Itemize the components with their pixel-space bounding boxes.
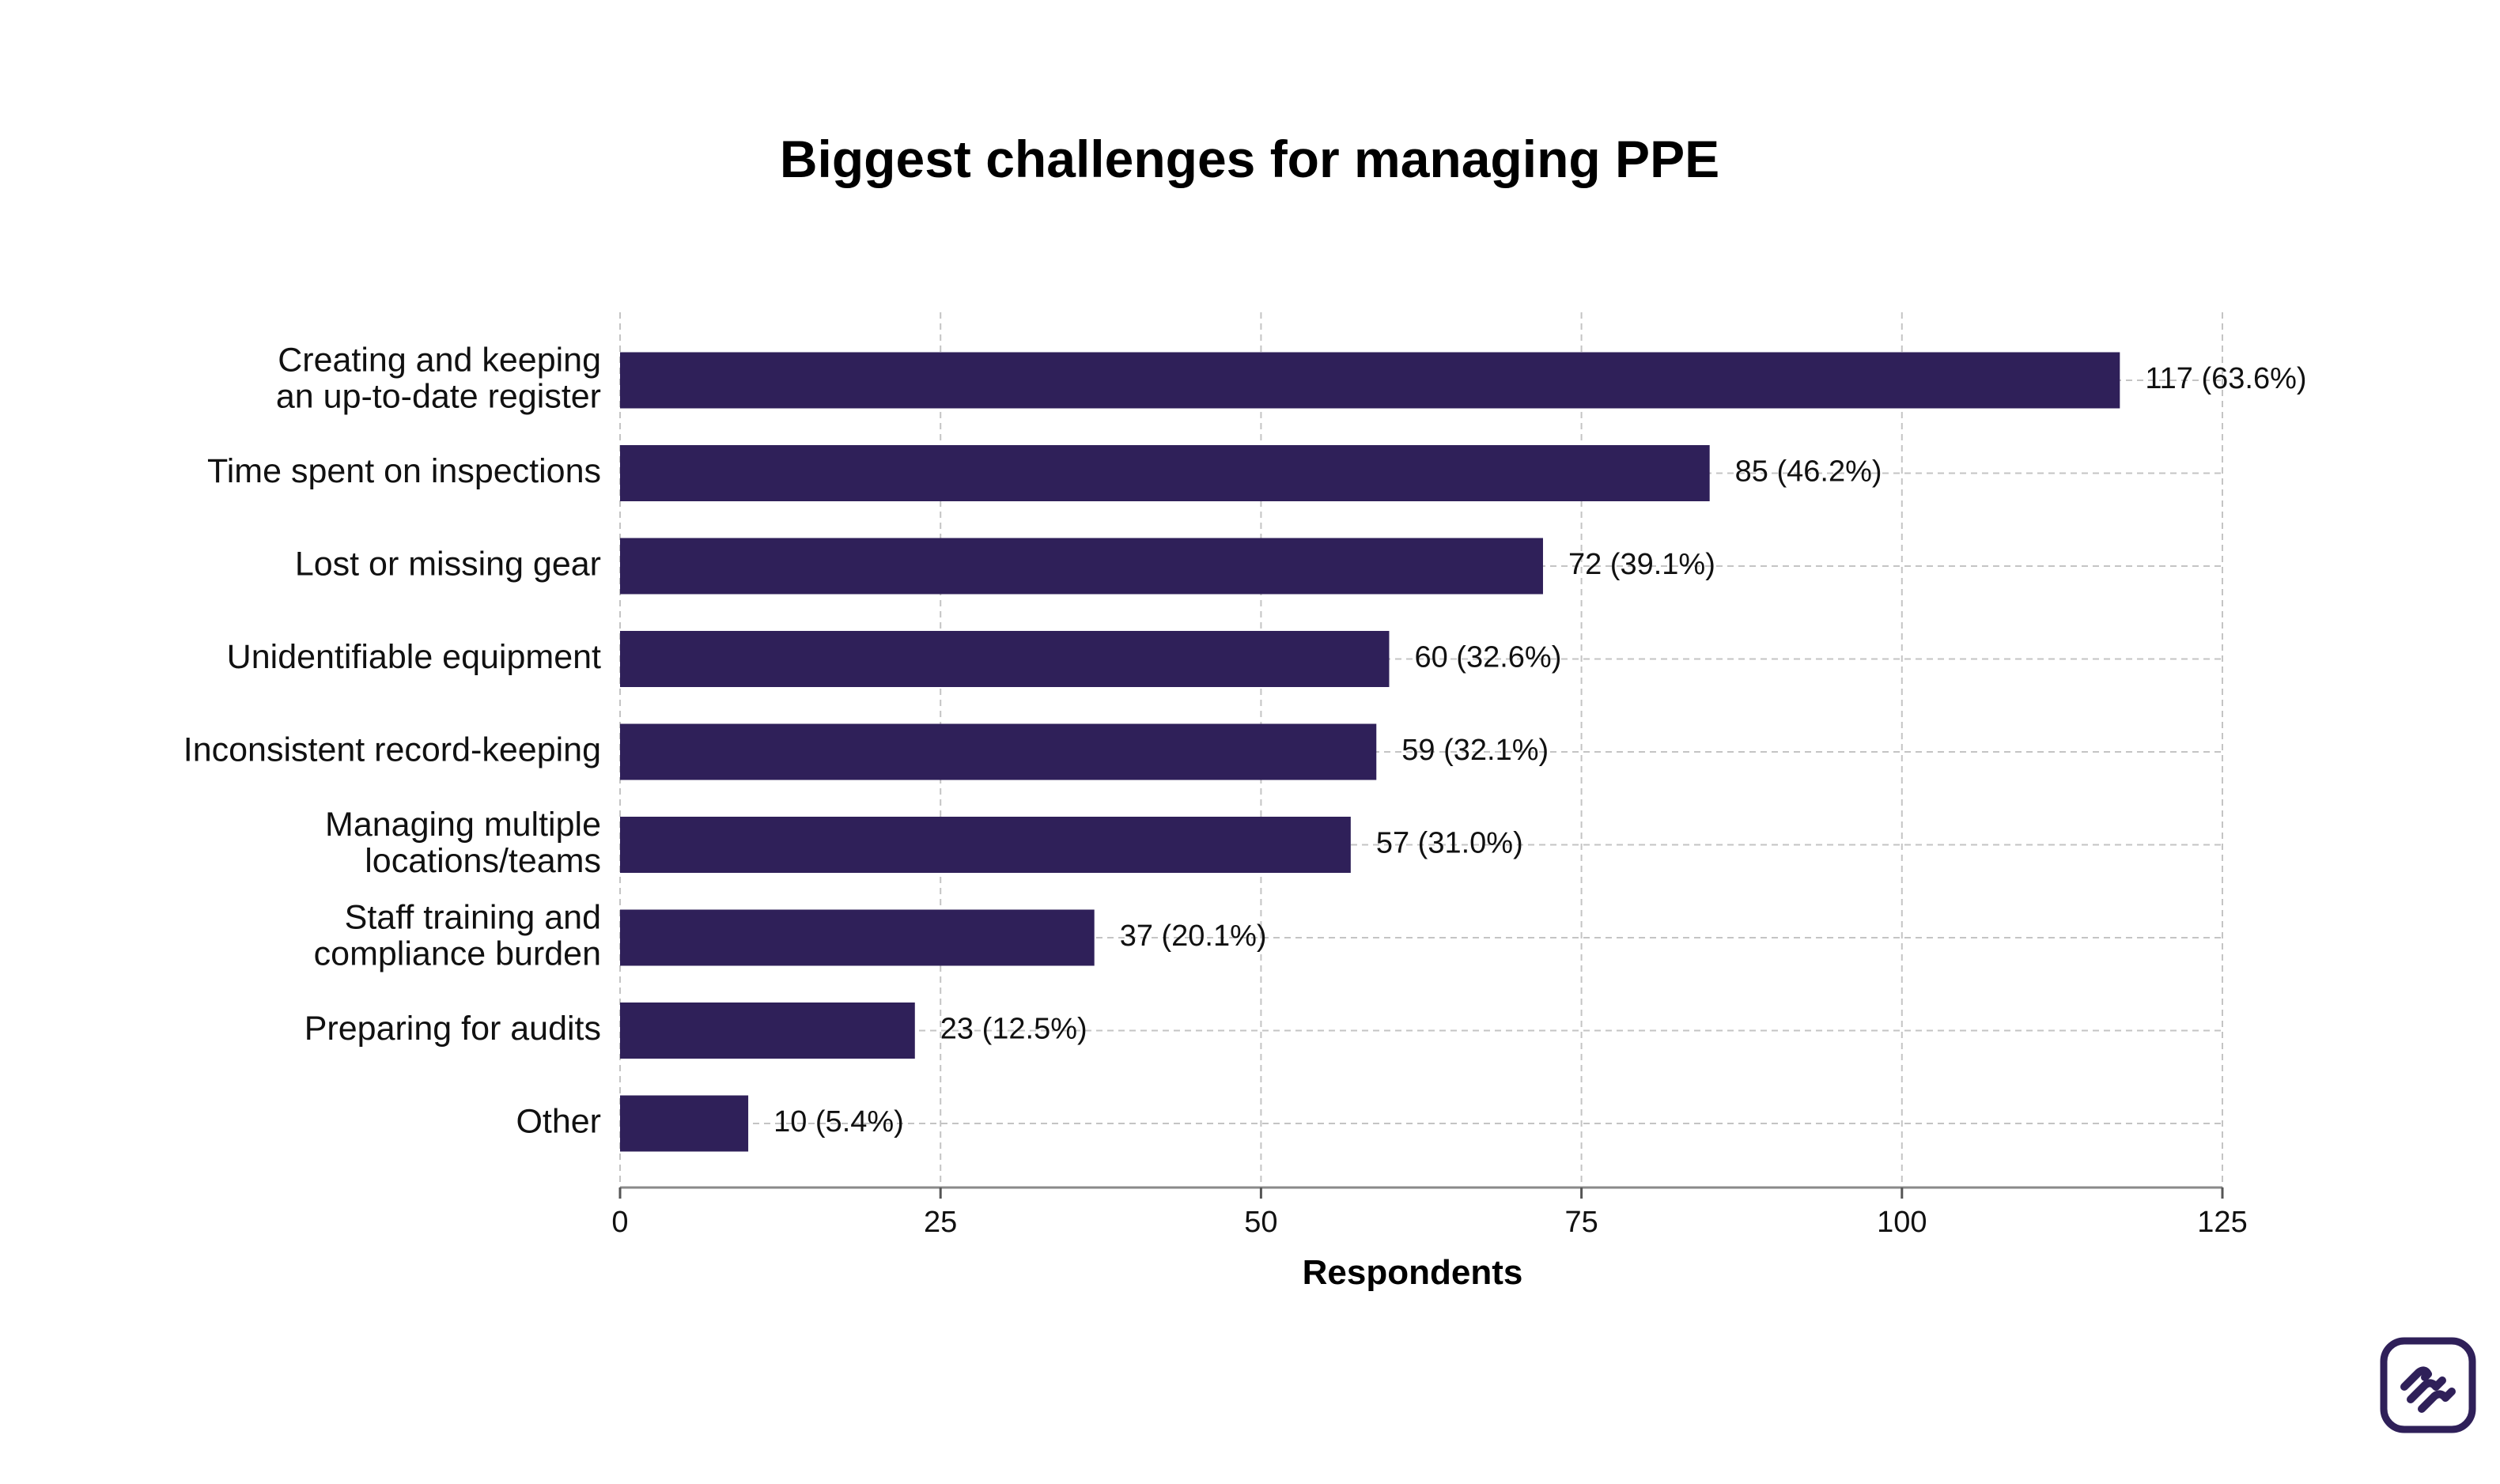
category-label: Unidentifiable equipment: [227, 638, 601, 676]
data-labels: 117 (63.6%) 85 (46.2%) 72 (39.1%) 60 (32.6%…: [773, 362, 2306, 1138]
data-label: 72 (39.1%): [1568, 548, 1715, 581]
x-tick-label: 75: [1564, 1206, 1598, 1239]
bars: [620, 352, 2120, 1152]
category-label: Time spent on inspections: [207, 452, 601, 490]
category-label-line: Time spent on inspections: [207, 452, 601, 490]
bar: [620, 909, 1095, 966]
brand-waves-logo-icon: [2380, 1337, 2476, 1433]
bar: [620, 1095, 749, 1152]
category-label-line: compliance burden: [314, 935, 601, 972]
data-label: 23 (12.5%): [940, 1013, 1087, 1046]
bar: [620, 538, 1543, 595]
x-axis: 0 25 50 75 100 125: [611, 1186, 2248, 1239]
data-label: 60 (32.6%): [1414, 641, 1561, 674]
data-label: 117 (63.6%): [2145, 362, 2306, 395]
category-label-line: Creating and keeping: [278, 341, 601, 379]
bar: [620, 352, 2120, 409]
category-label: Managing multiple locations/teams: [325, 806, 601, 880]
category-label-line: Preparing for audits: [304, 1010, 601, 1048]
data-label: 10 (5.4%): [773, 1105, 904, 1138]
category-label: Preparing for audits: [304, 1010, 601, 1048]
chart-title: Biggest challenges for managing PPE: [780, 130, 1719, 188]
data-label: 37 (20.1%): [1120, 919, 1267, 953]
category-label-line: Staff training and: [345, 898, 601, 936]
x-tick-label: 50: [1244, 1206, 1277, 1239]
bar: [620, 723, 1377, 780]
category-label: Creating and keeping an up-to-date regist…: [276, 341, 601, 415]
bar: [620, 445, 1710, 501]
x-axis-title: Respondents: [1303, 1253, 1523, 1292]
data-label: 57 (31.0%): [1376, 827, 1523, 860]
category-label-line: Unidentifiable equipment: [227, 638, 601, 676]
bar: [620, 1003, 915, 1059]
category-label: Lost or missing gear: [295, 545, 601, 583]
brand-logo: [2379, 1336, 2477, 1434]
category-labels: Creating and keeping an up-to-date regist…: [183, 341, 601, 1140]
x-tick-label: 25: [924, 1206, 957, 1239]
category-label: Inconsistent record-keeping: [183, 731, 601, 768]
category-label-line: Other: [516, 1102, 601, 1140]
bar: [620, 817, 1351, 873]
category-label: Staff training and compliance burden: [314, 898, 601, 972]
category-label-line: Inconsistent record-keeping: [183, 731, 601, 768]
category-label: Other: [516, 1102, 601, 1140]
x-tick-label: 100: [1877, 1206, 1927, 1239]
category-label-line: Managing multiple: [325, 806, 601, 844]
data-label: 85 (46.2%): [1735, 455, 1882, 489]
data-label: 59 (32.1%): [1401, 734, 1549, 767]
bar: [620, 631, 1390, 687]
x-tick-label: 0: [611, 1206, 628, 1239]
x-tick-label: 125: [2197, 1206, 2247, 1239]
category-label-line: locations/teams: [365, 842, 601, 880]
category-label-line: an up-to-date register: [276, 377, 601, 415]
category-label-line: Lost or missing gear: [295, 545, 601, 583]
